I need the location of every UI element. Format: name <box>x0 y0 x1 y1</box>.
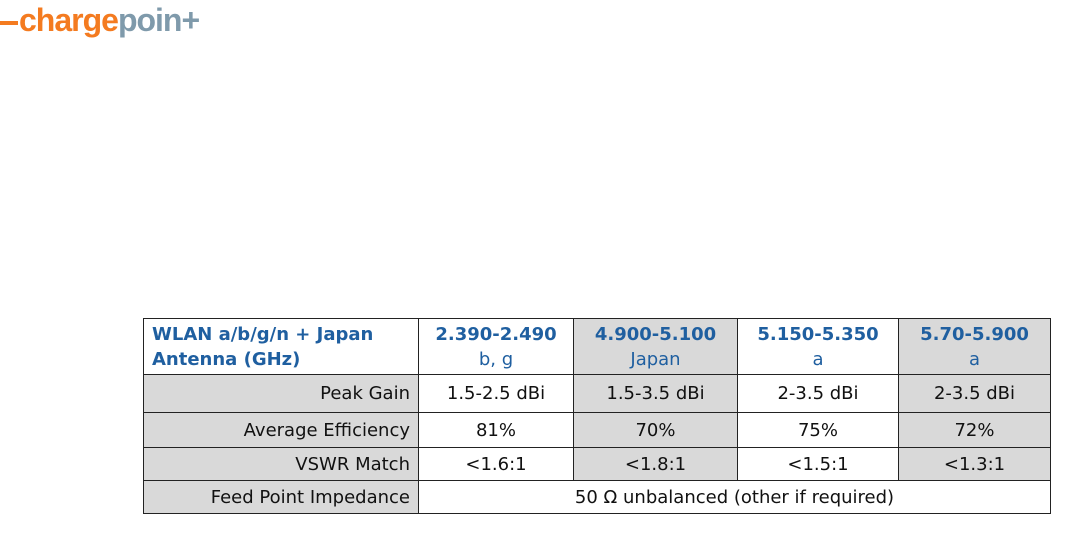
header-line: b, g <box>478 348 514 370</box>
table-row: Peak Gain 1.5-2.5 dBi 1.5-3.5 dBi 2-3.5 dBi… <box>143 374 1051 413</box>
table-cell: 75% <box>737 412 899 448</box>
table-cell: 2-3.5 dBi <box>898 374 1051 413</box>
table-cell: 50 Ω unbalanced (other if required) <box>418 480 1051 514</box>
header-cell: 5.150-5.350 a <box>737 318 899 375</box>
row-label: Peak Gain <box>143 374 419 413</box>
table-cell: 1.5-3.5 dBi <box>573 374 738 413</box>
header-row: WLAN a/b/g/n + Japan Antenna (GHz) 2.390-2… <box>143 318 1051 375</box>
table-cell: 72% <box>898 412 1051 448</box>
header-cell: WLAN a/b/g/n + Japan Antenna (GHz) <box>143 318 419 375</box>
header-line: a <box>968 348 981 370</box>
header-cell: 5.70-5.900 a <box>898 318 1051 375</box>
header-line: Japan <box>630 348 681 370</box>
table-row: Average Efficiency 81% 70% 75% 72% <box>143 412 1051 448</box>
header-line: 5.70-5.900 <box>920 323 1029 345</box>
table-row: Feed Point Impedance 50 Ω unbalanced (oth… <box>143 480 1051 514</box>
table-cell: 2-3.5 dBi <box>737 374 899 413</box>
logo-dash <box>0 20 18 25</box>
logo: chargepoin+ <box>0 2 200 39</box>
table-cell: <1.5:1 <box>737 447 899 481</box>
table-cell: 81% <box>418 412 574 448</box>
table-cell: 70% <box>573 412 738 448</box>
header-cell: 2.390-2.490 b, g <box>418 318 574 375</box>
header-cell: 4.900-5.100 Japan <box>573 318 738 375</box>
table-cell: 1.5-2.5 dBi <box>418 374 574 413</box>
table-cell: <1.3:1 <box>898 447 1051 481</box>
table-cell: <1.6:1 <box>418 447 574 481</box>
spec-table: WLAN a/b/g/n + Japan Antenna (GHz) 2.390-2… <box>143 318 1051 514</box>
header-line: 5.150-5.350 <box>757 323 879 345</box>
row-label: VSWR Match <box>143 447 419 481</box>
header-line: Antenna (GHz) <box>152 348 301 370</box>
logo-text: poin+ <box>117 2 200 38</box>
header-line: 2.390-2.490 <box>435 323 557 345</box>
logo-text: charge <box>19 2 119 38</box>
table-row: VSWR Match <1.6:1 <1.8:1 <1.5:1 <1.3:1 <box>143 447 1051 481</box>
row-label: Feed Point Impedance <box>143 480 419 514</box>
row-label: Average Efficiency <box>143 412 419 448</box>
header-line: 4.900-5.100 <box>594 323 717 345</box>
header-line: a <box>812 348 824 370</box>
table-cell: <1.8:1 <box>573 447 738 481</box>
header-line: WLAN a/b/g/n + Japan <box>152 323 374 345</box>
